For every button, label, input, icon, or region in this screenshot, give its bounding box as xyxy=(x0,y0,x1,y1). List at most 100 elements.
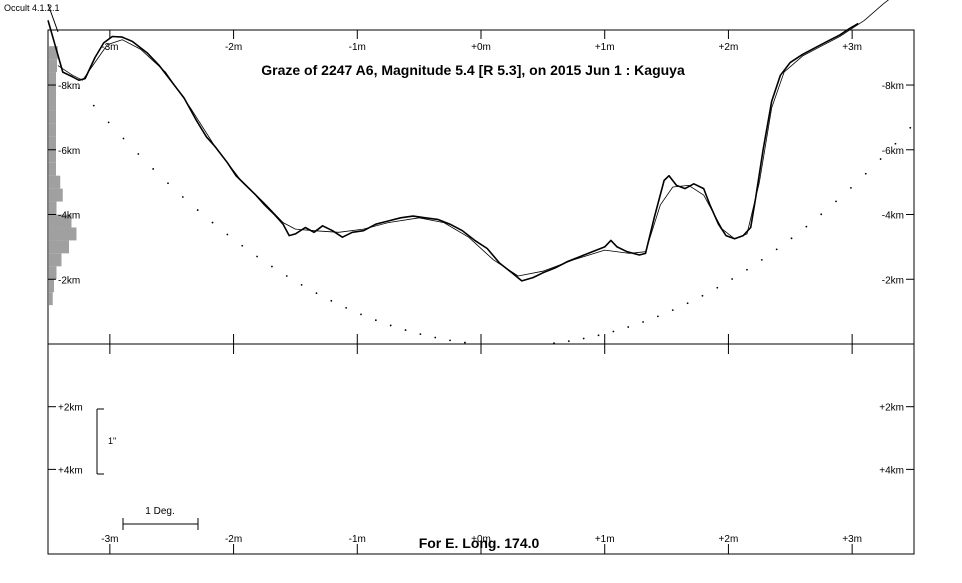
limb-dot xyxy=(835,200,837,203)
x-tick-label-top: +3m xyxy=(842,42,862,53)
histogram-bar xyxy=(49,227,77,241)
y-tick-label-left: -2km xyxy=(58,275,80,286)
limb-dot xyxy=(894,142,897,145)
limb-dot xyxy=(879,158,882,160)
histogram-bar xyxy=(49,59,57,73)
x-tick-label-bottom: -3m xyxy=(101,534,118,545)
limb-dot xyxy=(449,339,451,342)
histogram-bar xyxy=(49,85,56,98)
limb-dot xyxy=(731,278,734,280)
y-tick-label-right-lower: +4km xyxy=(879,465,904,476)
y-tick-label-left: -4km xyxy=(58,211,80,222)
version-label: Occult 4.1.2.1 xyxy=(4,3,60,13)
histogram-bar xyxy=(49,110,56,124)
limb-dot xyxy=(567,340,570,343)
kaguya-profile-line xyxy=(47,20,859,282)
limb-dot xyxy=(271,265,273,268)
x-tick-label-top: -2m xyxy=(225,42,242,53)
limb-dot xyxy=(315,292,318,295)
limb-dot xyxy=(152,168,155,170)
limb-dot xyxy=(360,313,362,316)
limb-dot xyxy=(864,172,867,175)
histogram-bar xyxy=(49,123,56,137)
x-tick-label-top: -3m xyxy=(101,42,118,53)
limb-dot xyxy=(404,329,407,331)
limb-dot xyxy=(582,337,585,340)
limb-dot xyxy=(464,341,466,344)
limb-dot xyxy=(137,153,140,155)
limb-dot xyxy=(434,336,437,339)
footer-longitude: For E. Long. 174.0 xyxy=(419,535,540,551)
limb-dot xyxy=(419,333,422,336)
histogram-bar xyxy=(49,72,56,86)
limb-dot xyxy=(909,126,912,129)
chart-title: Graze of 2247 A6, Magnitude 5.4 [R 5.3],… xyxy=(261,62,685,78)
limb-dot xyxy=(211,221,214,224)
x-tick-label-top: +1m xyxy=(595,42,615,53)
y-tick-label-left-lower: +4km xyxy=(58,465,83,476)
version-pointer xyxy=(47,3,59,33)
y-tick-label-right: -4km xyxy=(882,211,904,222)
histogram-bar xyxy=(49,175,61,189)
limb-dot xyxy=(671,309,674,312)
axis-ticks xyxy=(48,30,914,554)
histogram-bar xyxy=(49,97,56,111)
mean-limb-line xyxy=(57,0,889,277)
limb-dot xyxy=(597,334,600,337)
lunar-limb-dotted-curve xyxy=(78,87,912,345)
y-tick-label-right: -8km xyxy=(882,81,904,92)
limb-dot xyxy=(345,306,348,309)
x-tick-label-bottom: -2m xyxy=(225,534,242,545)
limb-dot xyxy=(285,275,288,277)
histogram-bar xyxy=(49,266,57,280)
histogram-bar xyxy=(49,214,72,228)
y-tick-label-left: -6km xyxy=(58,146,80,157)
limb-dot xyxy=(107,121,110,124)
histogram-bar xyxy=(49,46,58,60)
horizontal-scale-label: 1 Deg. xyxy=(145,506,174,517)
limb-dot xyxy=(716,286,719,289)
horizontal-scale-bar: 1 Deg. xyxy=(122,506,199,530)
limb-dot xyxy=(374,319,377,322)
limb-dot xyxy=(627,326,630,328)
x-tick-label-top: +2m xyxy=(719,42,739,53)
histogram-bar xyxy=(49,240,69,254)
y-tick-label-right-lower: +2km xyxy=(879,403,904,414)
limb-dot xyxy=(760,258,763,261)
histogram-bar xyxy=(49,188,63,202)
limb-dot xyxy=(330,299,333,302)
limb-dot xyxy=(701,294,704,297)
limb-dot xyxy=(686,302,689,305)
x-tick-label-top: -1m xyxy=(349,42,366,53)
limb-dot xyxy=(241,244,244,247)
limb-dot xyxy=(612,330,615,333)
limb-dot xyxy=(256,255,258,258)
limb-dot xyxy=(790,237,793,240)
limb-dot xyxy=(226,233,229,236)
limb-dot xyxy=(805,225,808,228)
side-histogram xyxy=(49,46,77,306)
limb-dot xyxy=(122,137,125,140)
limb-dot xyxy=(775,248,778,251)
x-tick-label-bottom: +3m xyxy=(842,534,862,545)
x-tick-label-bottom: +1m xyxy=(595,534,615,545)
limb-dot xyxy=(820,213,823,216)
histogram-bar xyxy=(49,149,56,163)
histogram-bar xyxy=(49,136,56,150)
limb-dot xyxy=(196,209,199,211)
x-tick-label-bottom: +2m xyxy=(719,534,739,545)
vertical-scale-bar: 1" xyxy=(96,408,116,475)
limb-dot xyxy=(167,182,169,185)
y-tick-label-left: -8km xyxy=(58,81,80,92)
x-tick-label-top: +0m xyxy=(471,42,491,53)
y-tick-label-left-lower: +2km xyxy=(58,403,83,414)
limb-dot xyxy=(389,324,392,327)
x-tick-label-bottom: -1m xyxy=(349,534,366,545)
limb-dot xyxy=(657,315,659,318)
y-tick-label-right: -2km xyxy=(882,275,904,286)
limb-dot xyxy=(850,186,852,189)
limb-dot xyxy=(92,104,95,107)
axis-tick-labels: -3m -3m -2m -2m -1m -1m +0m +0m +1m +1m +2m +2m +3m +… xyxy=(58,42,904,545)
